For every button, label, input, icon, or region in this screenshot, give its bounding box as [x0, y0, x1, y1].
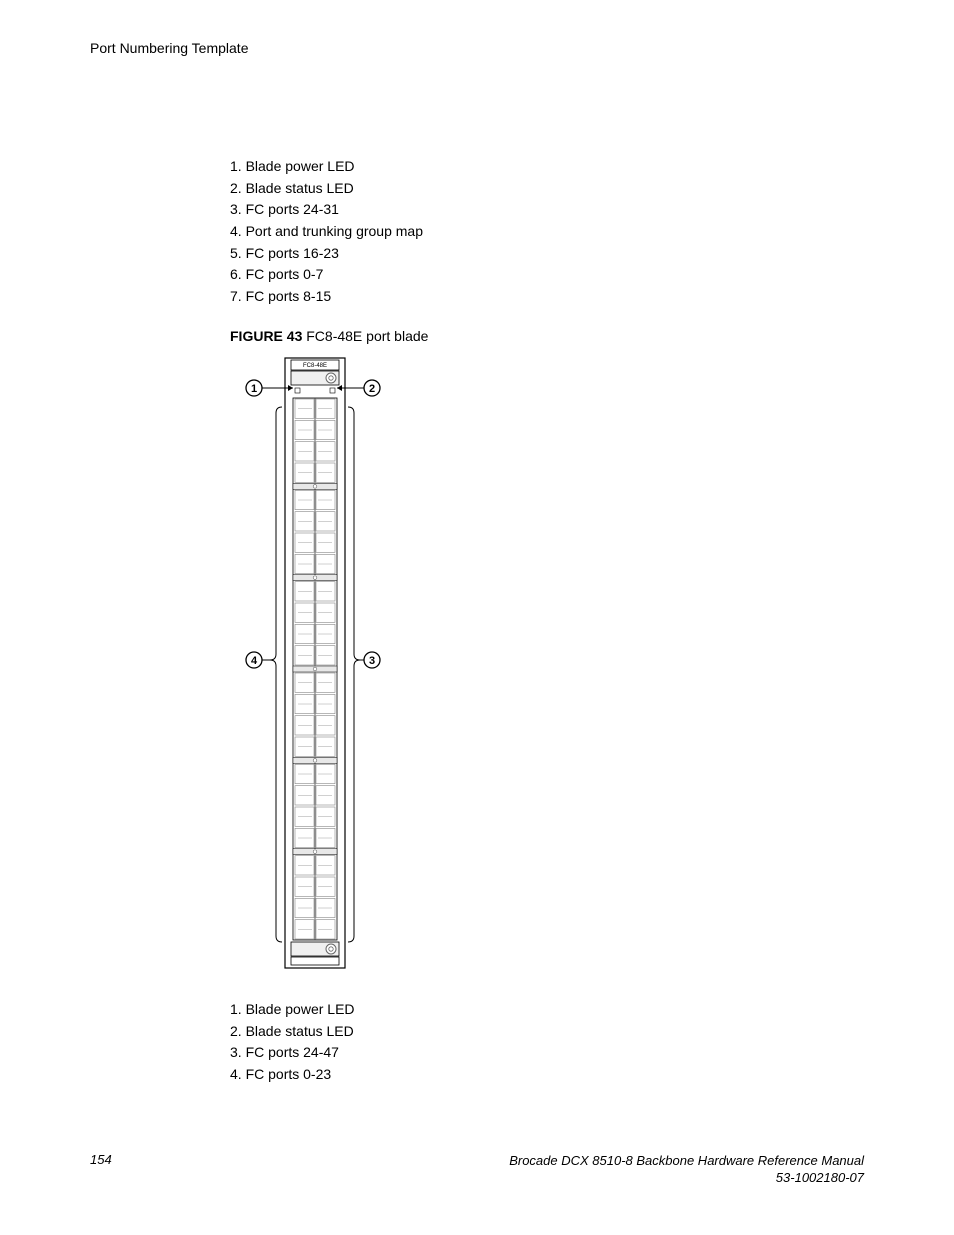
page-header: Port Numbering Template — [90, 40, 864, 56]
figure-diagram: FC8-48E 1 2 3 4 — [238, 352, 864, 981]
figure-label: FIGURE 43 — [230, 328, 302, 344]
figure-title: FC8-48E port blade — [306, 328, 428, 344]
list-item: 2. Blade status LED — [230, 1021, 864, 1043]
figure-caption: FIGURE 43 FC8-48E port blade — [230, 328, 864, 344]
svg-text:1: 1 — [251, 383, 257, 395]
list-item: 5. FC ports 16-23 — [230, 243, 864, 265]
main-content: 1. Blade power LED 2. Blade status LED 3… — [230, 156, 864, 1086]
page-footer: 154 Brocade DCX 8510-8 Backbone Hardware… — [90, 1152, 864, 1187]
page-number: 154 — [90, 1152, 112, 1167]
list-item: 4. FC ports 0-23 — [230, 1064, 864, 1086]
footer-right: Brocade DCX 8510-8 Backbone Hardware Ref… — [509, 1152, 864, 1187]
svg-text:2: 2 — [369, 383, 375, 395]
list-item: 2. Blade status LED — [230, 178, 864, 200]
list-item: 6. FC ports 0-7 — [230, 264, 864, 286]
list-item: 1. Blade power LED — [230, 156, 864, 178]
manual-title: Brocade DCX 8510-8 Backbone Hardware Ref… — [509, 1152, 864, 1170]
blade-illustration: FC8-48E 1 2 3 4 — [238, 352, 398, 976]
list-item: 3. FC ports 24-47 — [230, 1042, 864, 1064]
list-item: 4. Port and trunking group map — [230, 221, 864, 243]
legend-list-bottom: 1. Blade power LED 2. Blade status LED 3… — [230, 999, 864, 1086]
list-item: 1. Blade power LED — [230, 999, 864, 1021]
header-title: Port Numbering Template — [90, 40, 248, 56]
list-item: 7. FC ports 8-15 — [230, 286, 864, 308]
list-item: 3. FC ports 24-31 — [230, 199, 864, 221]
legend-list-top: 1. Blade power LED 2. Blade status LED 3… — [230, 156, 864, 308]
doc-number: 53-1002180-07 — [509, 1169, 864, 1187]
svg-text:4: 4 — [251, 655, 258, 667]
svg-text:3: 3 — [369, 655, 375, 667]
svg-text:FC8-48E: FC8-48E — [303, 363, 327, 369]
